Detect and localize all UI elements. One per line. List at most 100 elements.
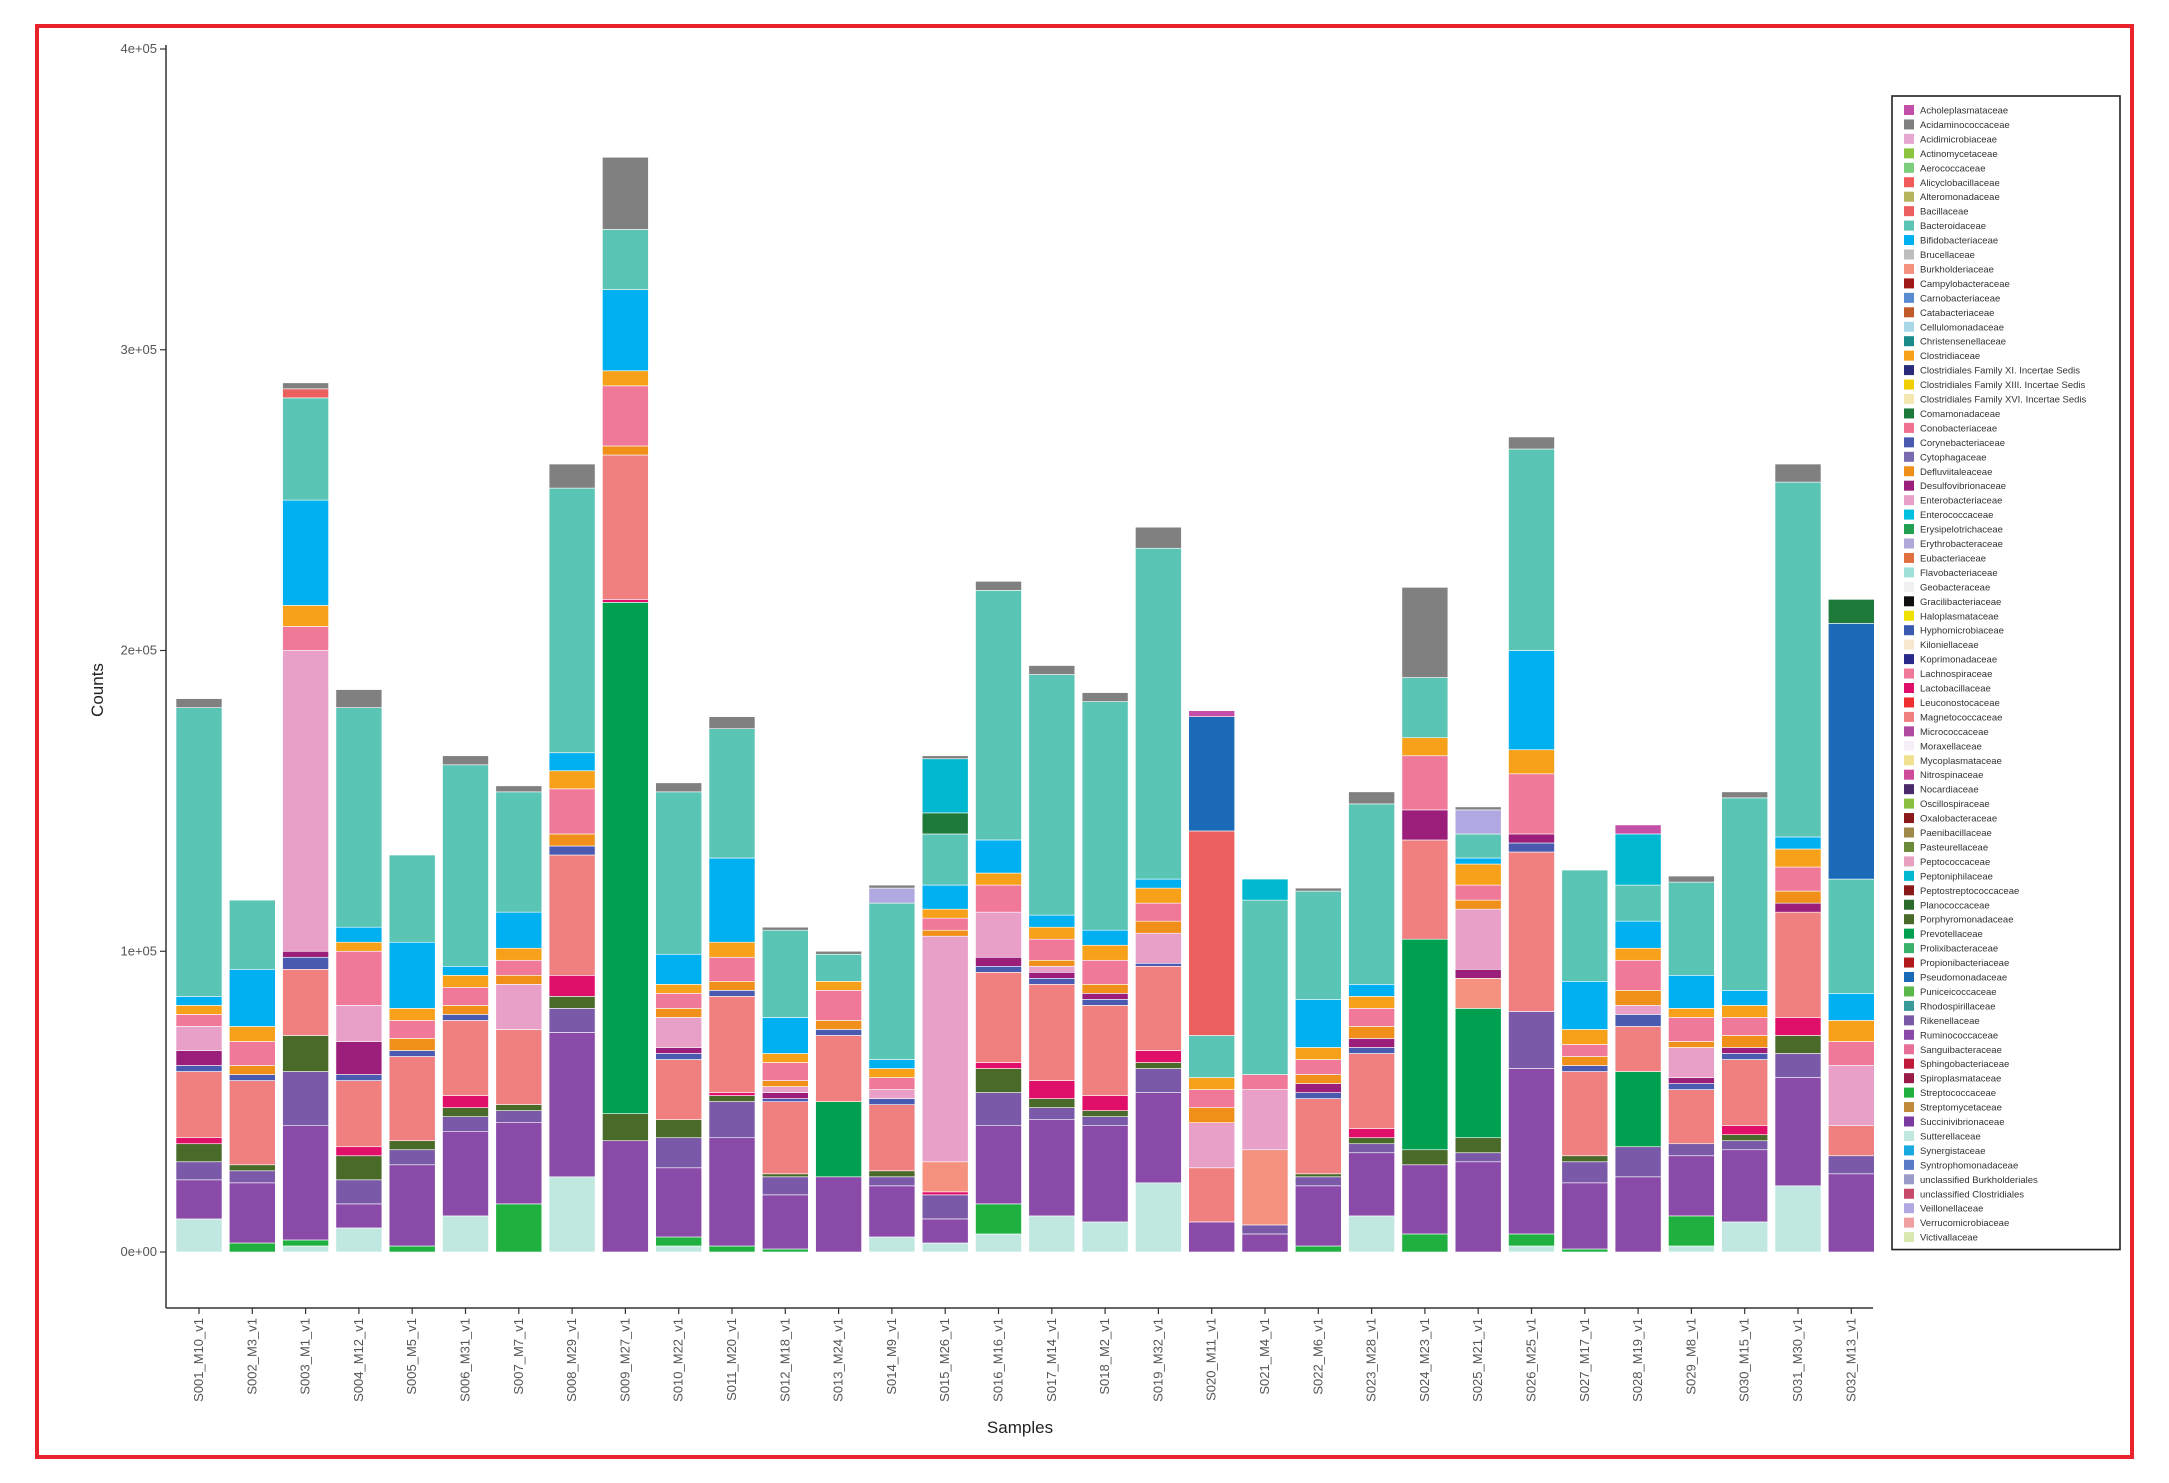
bar-segment-Lactobacillaceae (335, 1146, 383, 1157)
x-tick-label: S005_M5_v1 (404, 1318, 419, 1395)
legend-label: Veillonellaceae (1920, 1204, 1983, 1215)
bar-segment-Rikenellaceae (229, 1170, 276, 1184)
bar-segment-Bacteroidaceae (815, 953, 862, 982)
bar-segment-Rikenellaceae (1668, 1143, 1715, 1157)
x-tick-label: S017_M14_v1 (1044, 1318, 1059, 1402)
legend-item: Desulfovibrionaceae (1904, 480, 2006, 492)
bar-segment-Enterobacteriaceae (761, 1086, 809, 1093)
legend-item: Puniceicoccaceae (1904, 986, 1997, 998)
legend-swatch (1904, 740, 1914, 751)
x-tick-label: S015_M26_v1 (937, 1318, 952, 1402)
bar-segment-Acidaminococcaceae (1721, 791, 1768, 799)
bar-segment-Prevotellaceae (1614, 1071, 1662, 1148)
legend-swatch (1904, 769, 1914, 780)
bar-segment-Rikenellaceae (1508, 1011, 1555, 1069)
legend-item: Porphyromonadaceae (1904, 914, 2013, 926)
bar-segment-Magnetococcaceae (442, 1020, 489, 1096)
legend-swatch (1904, 1174, 1914, 1185)
legend-swatch (1904, 133, 1914, 144)
bar-segment-Bifidobacteriaceae (1721, 990, 1768, 1006)
bar-segment-Ruminococcaceae (1668, 1155, 1715, 1217)
bar-segment-Lachnospiraceae (1508, 773, 1555, 835)
x-tick-label: S020_M11_v1 (1204, 1318, 1219, 1401)
bar-segment-Burkholderiaceae (1454, 978, 1502, 1009)
bar-segment-Clostridiaceae (1508, 749, 1555, 775)
x-tick-label: S024_M23_v1 (1417, 1318, 1432, 1402)
legend-item: Sphingobacteriaceae (1904, 1058, 2009, 1070)
legend-swatch (1904, 784, 1914, 795)
bar-segment-Lactobacillaceae (708, 1092, 756, 1096)
legend-item: Pseudomonadaceae (1904, 972, 2007, 984)
bar-segment-Porphyromonadaceae (282, 1035, 329, 1072)
bar-segment-Rikenellaceae (1721, 1140, 1768, 1151)
bar-segment-Streptococcaceae (1561, 1248, 1609, 1253)
bar-segment-Lachnospiraceae (1561, 1044, 1609, 1057)
legend-swatch (1904, 639, 1914, 650)
bar-segment-Desulfovibrionaceae (1721, 1047, 1768, 1054)
bar-segment-Acidaminococcaceae (655, 782, 703, 793)
y-tick-label: 3e+05 (120, 342, 157, 357)
bar-segment-Bacteroidaceae (1828, 878, 1875, 994)
bar-segment-Ruminococcaceae (335, 1203, 383, 1229)
legend-swatch (1904, 581, 1914, 592)
bar-segment-Clostridiaceae (815, 981, 862, 991)
bar-segment-Porphyromonadaceae (548, 996, 596, 1009)
bar-segment-Bacillaceae (1188, 830, 1235, 1036)
bar-segment-Enterobacteriaceae (868, 1089, 916, 1099)
bar-segment-Acidaminococcaceae (815, 950, 862, 955)
bar-segment-Magnetococcaceae (1081, 1005, 1129, 1096)
bar-segment-Bacteroidaceae (1188, 1035, 1235, 1078)
bar-segment-Magnetococcaceae (335, 1080, 383, 1148)
bar-segment-Clostridiaceae (1721, 1005, 1768, 1018)
bar-segment-Clostridiaceae (1028, 926, 1076, 940)
legend-swatch (1904, 567, 1914, 578)
bar-segment-Magnetococcaceae (282, 968, 329, 1036)
legend-swatch (1904, 986, 1914, 997)
bar-segment-Porphyromonadaceae (1774, 1035, 1822, 1054)
bar-segment-Defluviitaleaceae (1028, 959, 1076, 967)
legend-item: Actinomycetaceae (1904, 148, 1998, 160)
bar-segment-Bifidobacteriaceae (1561, 981, 1609, 1030)
bar-segment-Enterobacteriaceae (1828, 1065, 1875, 1126)
legend-label: Synergistaceae (1920, 1146, 1985, 1157)
bar-segment-Bacteroidaceae (1561, 869, 1609, 982)
legend-label: Streptomycetaceae (1920, 1103, 2002, 1114)
bar-segment-Bacteroidaceae (1668, 881, 1715, 976)
bar-segment-Sutterellaceae (1028, 1215, 1076, 1253)
bar-segment-Magnetococcaceae (1668, 1089, 1715, 1145)
bar-segment-Magnetococcaceae (708, 996, 756, 1093)
bar-segment-Ruminococcaceae (815, 1176, 862, 1253)
x-tick-label: S028_M19_v1 (1630, 1318, 1645, 1402)
bar-segment-Desulfovibrionaceae (1668, 1077, 1715, 1084)
bar-segment-Ruminococcaceae (761, 1194, 809, 1250)
legend-swatch (1904, 495, 1914, 506)
bar-segment-Defluviitaleaceae (1348, 1026, 1395, 1039)
legend-swatch (1904, 1073, 1914, 1084)
bar-S020_M11_v1 (1188, 710, 1235, 1253)
bar-segment-Bacteroidaceae (921, 833, 969, 886)
legend-item: Rikenellaceae (1904, 1015, 1980, 1027)
bar-segment-Desulfovibrionaceae (1348, 1038, 1395, 1048)
y-axis: 0e+00 1e+05 2e+05 3e+05 4e+05 (120, 41, 167, 1308)
bar-segment-Rikenellaceae (175, 1161, 223, 1181)
bar-segment-Lachnospiraceae (1401, 755, 1449, 811)
bar-segment-Clostridiaceae (282, 605, 329, 627)
bar-segment-Clostridiaceae (548, 770, 596, 790)
bar-segment-Magnetococcaceae (1828, 1125, 1875, 1157)
legend-swatch (1904, 711, 1914, 722)
bar-S025_M21_v1 (1454, 806, 1502, 1253)
bar-segment-Streptococcaceae (1668, 1215, 1715, 1247)
bar-segment-Ruminococcaceae (1081, 1125, 1129, 1223)
legend-label: unclassified Clostridiales (1920, 1189, 2024, 1200)
legend-item: Erythrobacteraceae (1904, 538, 2003, 550)
bar-segment-Rikenellaceae (388, 1149, 436, 1166)
legend-swatch (1904, 509, 1914, 520)
bar-segment-Porphyromonadaceae (1401, 1149, 1449, 1166)
bar-segment-Porphyromonadaceae (761, 1173, 809, 1178)
bar-segment-Clostridiaceae (602, 370, 649, 387)
legend-swatch (1904, 1116, 1914, 1127)
x-tick-label: S001_M10_v1 (191, 1318, 206, 1402)
bar-segment-Defluviitaleaceae (1721, 1035, 1768, 1048)
legend-swatch (1904, 683, 1914, 693)
bar-segment-Bacteroidaceae (1774, 481, 1822, 838)
